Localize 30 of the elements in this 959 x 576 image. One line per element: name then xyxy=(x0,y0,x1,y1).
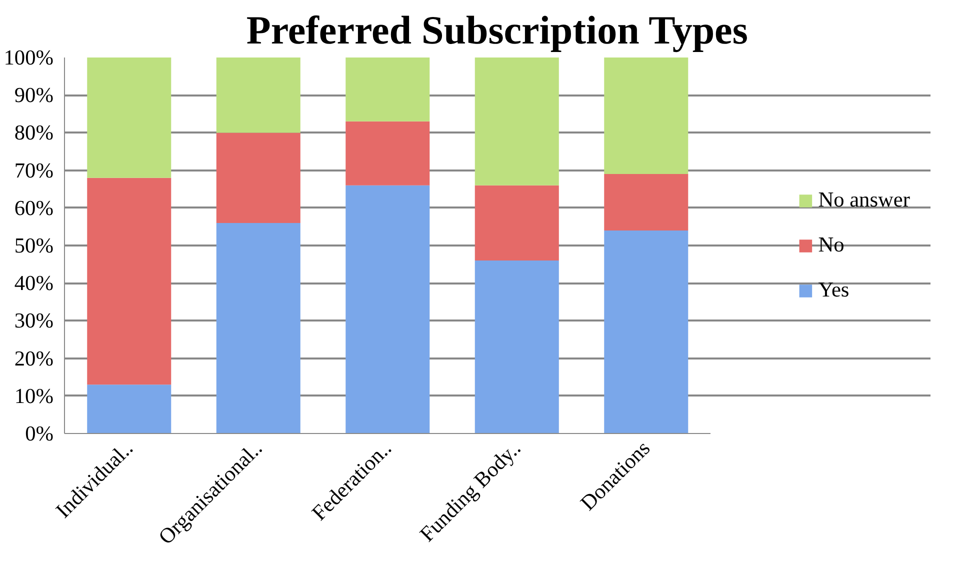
bar xyxy=(346,121,430,186)
y-tick-label: 100% xyxy=(4,46,54,70)
bar xyxy=(604,174,688,230)
y-tick-label: 40% xyxy=(14,271,54,296)
legend-label: No xyxy=(818,232,844,258)
bar xyxy=(87,384,172,434)
bar xyxy=(346,58,430,122)
y-tick-label: 10% xyxy=(14,384,54,408)
bar xyxy=(604,230,688,434)
y-tick-label: 70% xyxy=(14,158,54,182)
y-tick-label: 60% xyxy=(14,196,54,220)
bar xyxy=(346,185,430,434)
bar xyxy=(216,58,300,133)
bar xyxy=(474,58,559,186)
bar xyxy=(474,185,559,261)
y-tick-label: 0% xyxy=(25,422,54,446)
y-tick-label: 50% xyxy=(14,234,54,258)
y-tick-label: 30% xyxy=(14,308,54,333)
bar xyxy=(474,260,559,434)
bar xyxy=(216,132,300,223)
y-tick-label: 90% xyxy=(14,83,54,108)
bar xyxy=(604,58,688,174)
y-tick-label: 80% xyxy=(14,120,54,145)
legend-label: Yes xyxy=(818,278,850,302)
legend-label: No answer xyxy=(818,188,910,212)
bar xyxy=(87,178,172,385)
y-tick-label: 20% xyxy=(14,346,54,370)
bar xyxy=(87,58,172,178)
bar xyxy=(216,222,300,434)
chart-title: Preferred Subscription Types xyxy=(246,8,748,52)
